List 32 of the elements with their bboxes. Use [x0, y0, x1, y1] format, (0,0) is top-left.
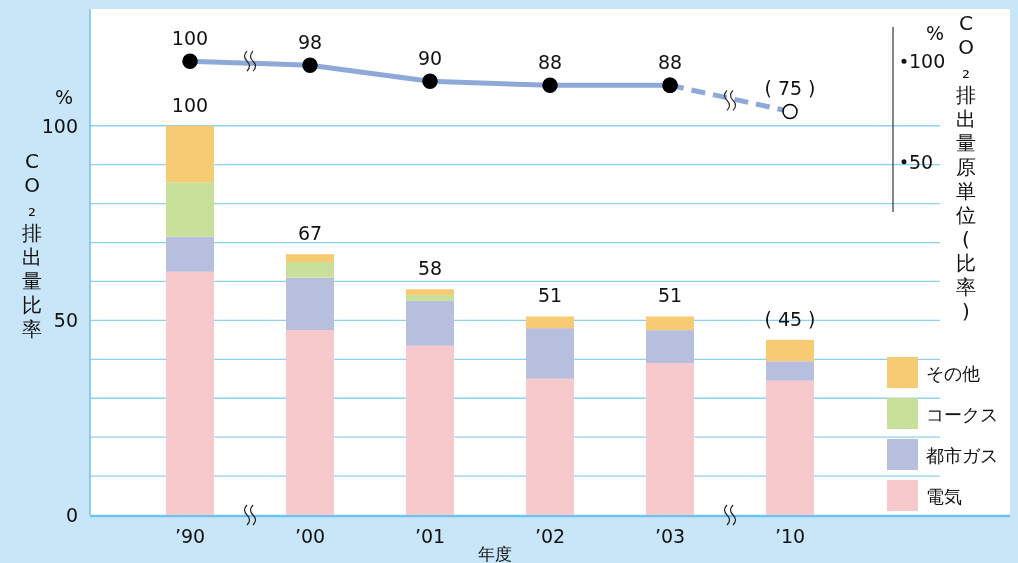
- x-tick-label: ’90: [174, 525, 206, 547]
- total-label: 100: [171, 93, 209, 116]
- x-tick-label: ’02: [534, 525, 566, 547]
- legend-label: コークス: [926, 404, 998, 425]
- data-label: 98: [297, 31, 323, 54]
- data-label: 88: [537, 51, 563, 74]
- legend-label: 都市ガス: [926, 445, 998, 466]
- y2-tick-label: 100: [909, 50, 946, 73]
- y-tick-label: 100: [41, 114, 78, 137]
- data-label: 90: [417, 47, 443, 70]
- text: %: [54, 86, 74, 108]
- x-tick-label: ’10: [774, 525, 806, 547]
- y-tick-label: 0: [65, 504, 78, 526]
- total-label: 51: [657, 284, 683, 307]
- annotation: %: [925, 22, 945, 44]
- x-axis-title: 年度: [478, 544, 512, 563]
- total-label: 67: [297, 222, 323, 245]
- x-tick-label: ’03: [654, 525, 686, 547]
- total-label: 51: [537, 284, 563, 307]
- total-label: 58: [417, 257, 443, 280]
- y-tick-label: 50: [53, 309, 78, 332]
- x-tick-label: ’00: [294, 525, 326, 547]
- legend-label: その他: [926, 363, 980, 384]
- vertical-title: CO₂排出量原単位(比率): [956, 11, 976, 323]
- data-label: 88: [657, 51, 683, 74]
- y2-tick-label: 50: [909, 150, 934, 173]
- vertical-title: CO₂排出量比率: [22, 149, 42, 341]
- data-label: 100: [171, 27, 209, 50]
- x-tick-label: ’01: [414, 525, 446, 547]
- legend-label: 電気: [926, 486, 962, 507]
- data-label: ( 75 ): [764, 77, 816, 100]
- total-label: ( 45 ): [764, 307, 816, 330]
